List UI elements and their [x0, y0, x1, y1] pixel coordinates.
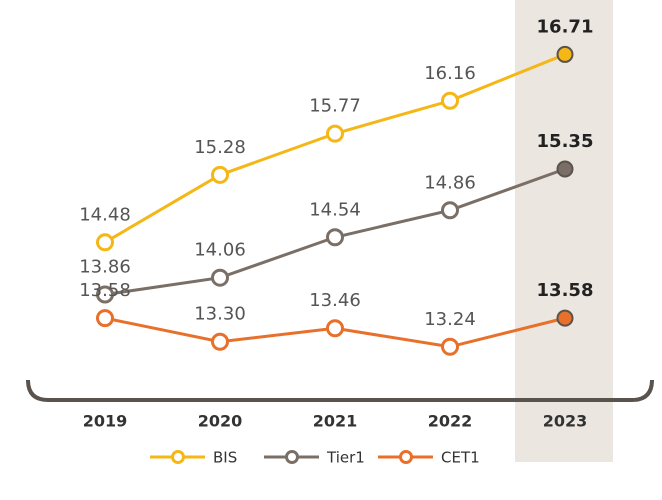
data-label: 13.30	[194, 304, 246, 325]
data-label: 16.71	[537, 16, 594, 37]
legend-marker	[285, 450, 299, 464]
data-point	[96, 233, 114, 252]
data-point	[211, 165, 229, 184]
data-point	[96, 285, 114, 304]
data-label: 14.86	[424, 172, 476, 193]
data-point	[556, 160, 574, 178]
legend-label: Tier1	[326, 449, 365, 467]
x-tick-label: 2019	[83, 412, 128, 431]
data-label: 15.35	[537, 131, 594, 152]
data-label: 15.77	[309, 96, 361, 117]
data-point	[326, 124, 344, 143]
data-point	[326, 228, 344, 247]
data-label: 15.28	[194, 137, 246, 158]
legend-label: CET1	[441, 449, 480, 467]
data-point	[211, 332, 229, 351]
data-label: 13.86	[79, 257, 131, 278]
x-tick-label: 2021	[313, 412, 358, 431]
data-point	[441, 91, 459, 110]
data-label: 13.58	[79, 280, 131, 301]
bracket	[26, 379, 654, 402]
data-label: 14.48	[79, 204, 131, 225]
data-point	[441, 337, 459, 356]
legend-marker	[171, 450, 185, 464]
data-point	[441, 201, 459, 220]
x-tick-label: 2020	[198, 412, 243, 431]
data-label: 14.06	[194, 240, 246, 261]
legend-label: BIS	[213, 449, 237, 467]
data-label: 13.24	[424, 309, 476, 330]
data-point	[326, 319, 344, 338]
highlight-band	[515, 0, 613, 462]
data-point	[556, 45, 574, 63]
data-label: 16.16	[424, 63, 476, 84]
x-tick-label: 2023	[543, 412, 588, 431]
data-point	[556, 309, 574, 327]
data-point	[96, 309, 114, 328]
data-label: 13.46	[309, 290, 361, 311]
legend-marker	[399, 450, 413, 464]
data-label: 13.58	[537, 280, 594, 301]
x-tick-label: 2022	[428, 412, 473, 431]
data-point	[211, 268, 229, 287]
data-label: 14.54	[309, 199, 361, 220]
